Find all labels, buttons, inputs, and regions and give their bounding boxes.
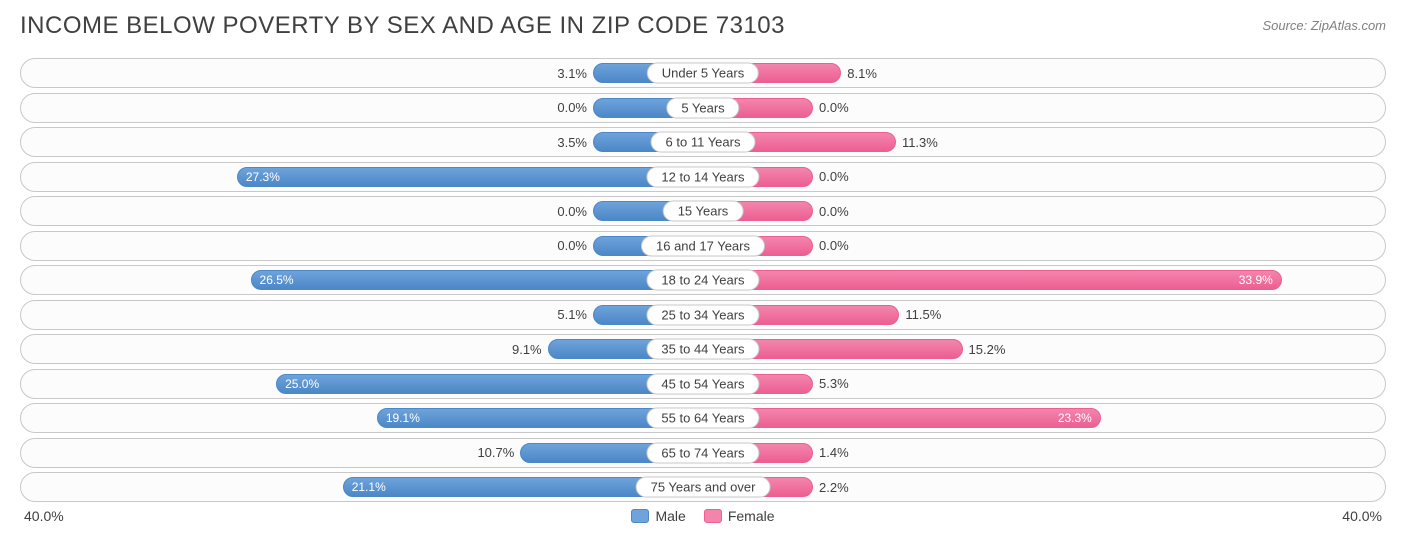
legend-item-male: Male	[631, 508, 685, 524]
male-value: 9.1%	[512, 342, 542, 357]
category-label: 55 to 64 Years	[646, 408, 759, 429]
male-half: 0.0%	[21, 94, 703, 122]
male-half: 25.0%	[21, 370, 703, 398]
chart-header: INCOME BELOW POVERTY BY SEX AND AGE IN Z…	[20, 12, 1386, 40]
chart-row: 9.1% 15.2% 35 to 44 Years	[20, 334, 1386, 364]
female-value: 0.0%	[819, 204, 849, 219]
legend-item-female: Female	[704, 508, 775, 524]
chart-row: 25.0% 5.3% 45 to 54 Years	[20, 369, 1386, 399]
male-value: 26.5%	[260, 273, 294, 287]
female-half: 33.9%	[703, 266, 1385, 294]
female-half: 11.5%	[703, 301, 1385, 329]
female-half: 0.0%	[703, 232, 1385, 260]
female-value: 11.3%	[902, 135, 938, 150]
category-label: 35 to 44 Years	[646, 339, 759, 360]
male-half: 21.1%	[21, 473, 703, 501]
female-value: 11.5%	[905, 307, 941, 322]
male-half: 3.5%	[21, 128, 703, 156]
category-label: 65 to 74 Years	[646, 442, 759, 463]
female-value: 33.9%	[1239, 273, 1273, 287]
male-swatch-icon	[631, 509, 649, 523]
chart-row: 5.1% 11.5% 25 to 34 Years	[20, 300, 1386, 330]
female-half: 1.4%	[703, 439, 1385, 467]
female-swatch-icon	[704, 509, 722, 523]
female-half: 23.3%	[703, 404, 1385, 432]
female-value: 0.0%	[819, 100, 849, 115]
chart-row: 0.0% 0.0% 16 and 17 Years	[20, 231, 1386, 261]
chart-footer: 40.0% Male Female 40.0%	[20, 508, 1386, 524]
chart-row: 10.7% 1.4% 65 to 74 Years	[20, 438, 1386, 468]
male-half: 0.0%	[21, 197, 703, 225]
male-half: 3.1%	[21, 59, 703, 87]
female-half: 2.2%	[703, 473, 1385, 501]
male-bar: 26.5%	[251, 270, 703, 290]
male-half: 5.1%	[21, 301, 703, 329]
category-label: 6 to 11 Years	[651, 132, 756, 153]
chart-row: 27.3% 0.0% 12 to 14 Years	[20, 162, 1386, 192]
male-half: 19.1%	[21, 404, 703, 432]
male-bar: 25.0%	[276, 374, 703, 394]
male-value: 5.1%	[557, 307, 587, 322]
male-half: 0.0%	[21, 232, 703, 260]
legend: Male Female	[631, 508, 774, 524]
female-half: 0.0%	[703, 163, 1385, 191]
male-value: 19.1%	[386, 411, 420, 425]
chart-row: 21.1% 2.2% 75 Years and over	[20, 472, 1386, 502]
female-value: 8.1%	[847, 66, 877, 81]
chart-row: 26.5% 33.9% 18 to 24 Years	[20, 265, 1386, 295]
chart-source: Source: ZipAtlas.com	[1262, 18, 1386, 33]
female-value: 0.0%	[819, 169, 849, 184]
category-label: 15 Years	[663, 201, 744, 222]
female-half: 0.0%	[703, 197, 1385, 225]
chart-row: 3.5% 11.3% 6 to 11 Years	[20, 127, 1386, 157]
male-value: 0.0%	[557, 100, 587, 115]
legend-label-male: Male	[655, 508, 685, 524]
male-half: 10.7%	[21, 439, 703, 467]
female-value: 0.0%	[819, 238, 849, 253]
male-value: 27.3%	[246, 170, 280, 184]
male-value: 21.1%	[352, 480, 386, 494]
axis-right-max: 40.0%	[1342, 508, 1382, 524]
chart-row: 0.0% 0.0% 5 Years	[20, 93, 1386, 123]
male-value: 10.7%	[477, 445, 514, 460]
category-label: 12 to 14 Years	[646, 166, 759, 187]
category-label: 18 to 24 Years	[646, 270, 759, 291]
female-value: 1.4%	[819, 445, 849, 460]
chart-row: 0.0% 0.0% 15 Years	[20, 196, 1386, 226]
diverging-bar-chart: 3.1% 8.1% Under 5 Years 0.0% 0.0% 5 Years 3.5%…	[20, 58, 1386, 502]
female-half: 0.0%	[703, 94, 1385, 122]
male-value: 3.1%	[557, 66, 587, 81]
male-half: 26.5%	[21, 266, 703, 294]
female-value: 23.3%	[1058, 411, 1092, 425]
axis-left-max: 40.0%	[24, 508, 64, 524]
male-value: 0.0%	[557, 238, 587, 253]
male-value: 0.0%	[557, 204, 587, 219]
chart-row: 19.1% 23.3% 55 to 64 Years	[20, 403, 1386, 433]
male-value: 3.5%	[557, 135, 587, 150]
female-half: 8.1%	[703, 59, 1385, 87]
category-label: Under 5 Years	[647, 63, 759, 84]
legend-label-female: Female	[728, 508, 775, 524]
category-label: 45 to 54 Years	[646, 373, 759, 394]
category-label: 5 Years	[666, 97, 739, 118]
category-label: 75 Years and over	[636, 477, 771, 498]
female-value: 2.2%	[819, 480, 849, 495]
male-bar: 27.3%	[237, 167, 703, 187]
category-label: 25 to 34 Years	[646, 304, 759, 325]
category-label: 16 and 17 Years	[641, 235, 765, 256]
female-half: 5.3%	[703, 370, 1385, 398]
male-half: 27.3%	[21, 163, 703, 191]
female-half: 11.3%	[703, 128, 1385, 156]
female-value: 15.2%	[969, 342, 1006, 357]
chart-title: INCOME BELOW POVERTY BY SEX AND AGE IN Z…	[20, 12, 785, 40]
female-value: 5.3%	[819, 376, 849, 391]
female-half: 15.2%	[703, 335, 1385, 363]
female-bar: 23.3%	[703, 408, 1101, 428]
male-value: 25.0%	[285, 377, 319, 391]
female-bar: 33.9%	[703, 270, 1282, 290]
male-half: 9.1%	[21, 335, 703, 363]
chart-row: 3.1% 8.1% Under 5 Years	[20, 58, 1386, 88]
